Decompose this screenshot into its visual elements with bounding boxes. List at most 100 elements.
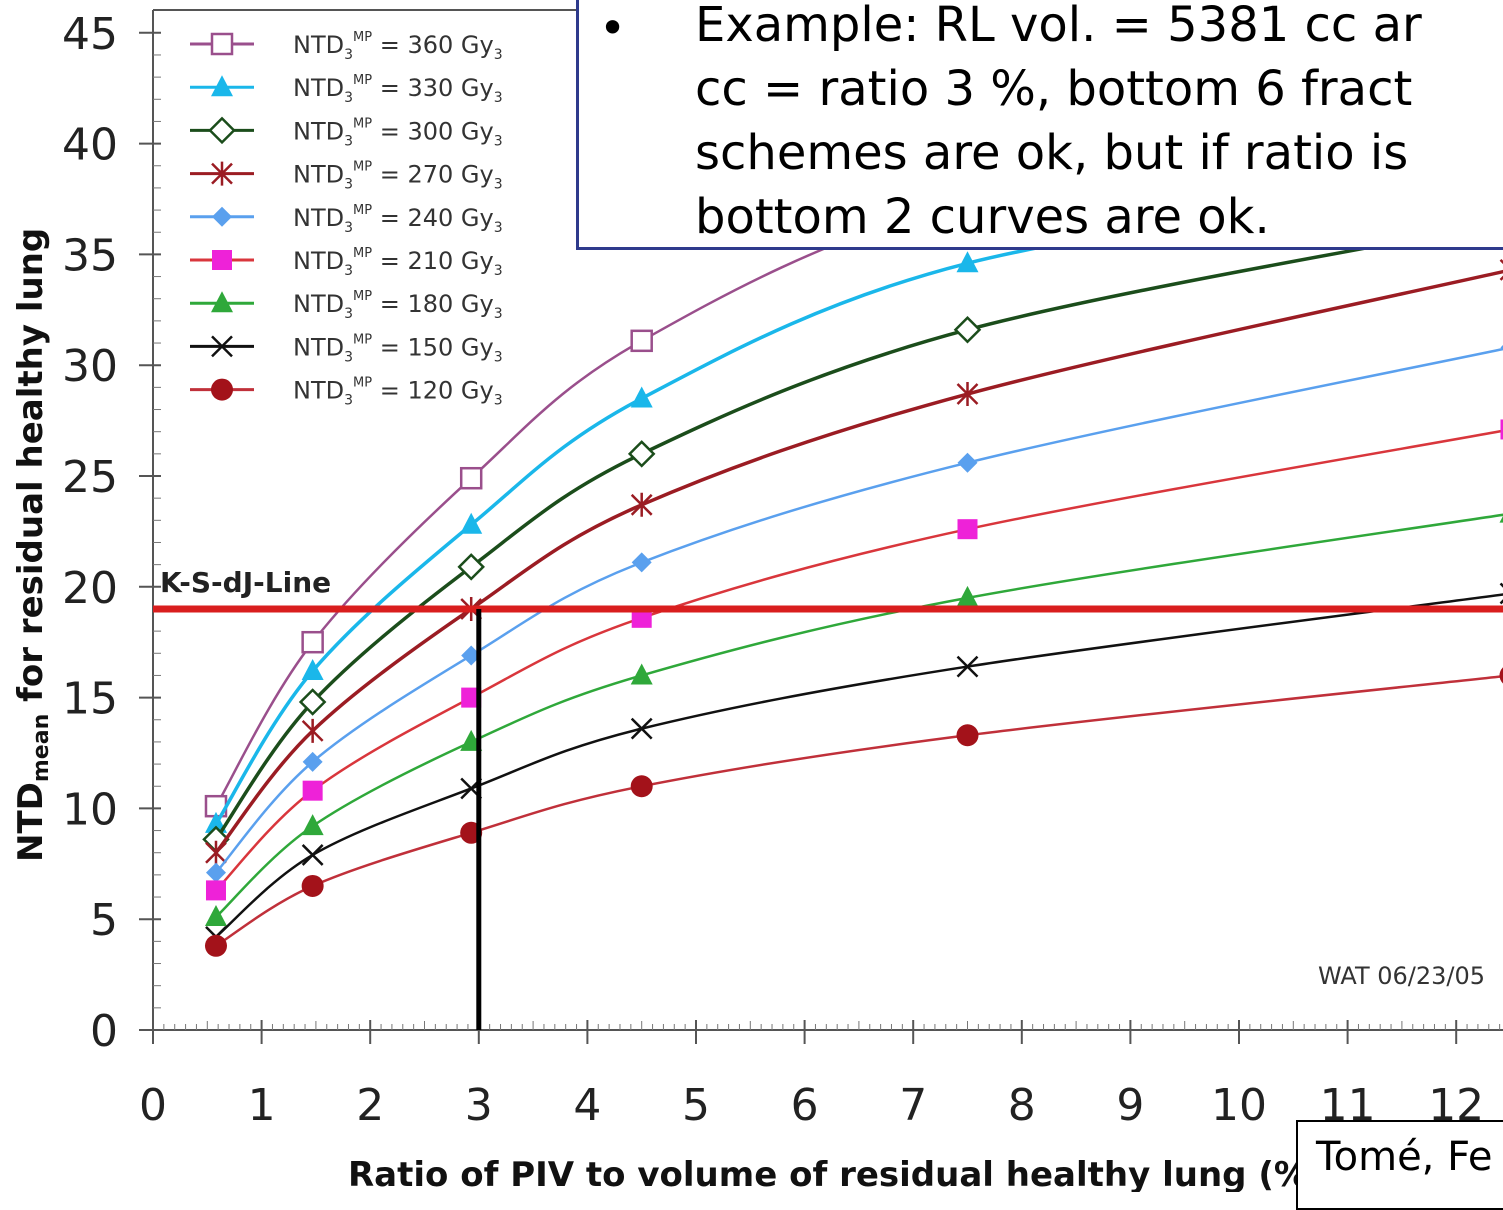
legend-main: NTD [293, 290, 344, 318]
y-tick-label: 35 [62, 230, 118, 281]
data-point [1500, 664, 1503, 686]
legend-sup: MP [353, 203, 372, 218]
legend-sub1: 3 [344, 306, 353, 322]
legend-sup: MP [353, 30, 372, 45]
legend-sub2: 3 [494, 47, 503, 63]
legend-label: NTD3MP = 360 Gy3 [293, 30, 503, 63]
legend-sup: MP [353, 332, 372, 347]
y-tick-label: 0 [90, 1006, 118, 1057]
note-box: • Example: RL vol. = 5381 cc ar cc = rat… [576, 0, 1503, 250]
data-point [461, 468, 481, 488]
legend-label: NTD3MP = 270 Gy3 [293, 160, 503, 193]
legend-sub1: 3 [344, 177, 353, 193]
legend-sup: MP [353, 246, 372, 261]
data-point [958, 519, 978, 539]
legend-value: = 150 Gy [372, 333, 494, 361]
y-tick-label: 40 [62, 120, 118, 171]
legend-main: NTD [293, 333, 344, 361]
data-point [956, 318, 980, 342]
legend-label: NTD3MP = 150 Gy3 [293, 332, 503, 365]
y-tick-label: 30 [62, 341, 118, 392]
data-point [631, 775, 653, 797]
legend-main: NTD [293, 204, 344, 232]
legend-main: NTD [293, 161, 344, 189]
data-point [460, 513, 482, 534]
data-point [205, 935, 227, 957]
series-line [216, 593, 1503, 936]
legend-value: = 180 Gy [372, 290, 494, 318]
legend-main: NTD [293, 31, 344, 59]
legend-label: NTD3MP = 120 Gy3 [293, 376, 503, 409]
watermark: WAT 06/23/05 [1318, 962, 1485, 990]
legend-item: NTD3MP = 150 Gy3 [190, 332, 503, 365]
legend-item: NTD3MP = 240 Gy3 [190, 203, 503, 236]
legend-item: NTD3MP = 180 Gy3 [190, 289, 503, 322]
series-line [216, 429, 1503, 890]
note-bullet: • [599, 1, 626, 55]
data-point [302, 875, 324, 897]
data-point [303, 781, 323, 801]
x-tick-label: 4 [573, 1080, 601, 1131]
x-tick-label: 1 [248, 1080, 276, 1131]
x-tick-label: 10 [1211, 1080, 1267, 1131]
legend-sub1: 3 [344, 90, 353, 106]
legend-sup: MP [353, 289, 372, 304]
data-point [632, 552, 652, 572]
y-tick-label: 10 [62, 784, 118, 835]
data-point [958, 382, 978, 406]
x-tick-label: 5 [682, 1080, 710, 1131]
legend-sub2: 3 [494, 133, 503, 149]
citation-text: Tomé, Fe [1316, 1134, 1493, 1180]
legend-sub1: 3 [344, 263, 353, 279]
legend-sub1: 3 [344, 393, 353, 409]
x-tick-label: 6 [791, 1080, 819, 1131]
data-point [303, 632, 323, 652]
note-text: Example: RL vol. = 5381 cc ar cc = ratio… [695, 0, 1503, 249]
y-axis-title-rest: for residual healthy lung [11, 228, 51, 714]
legend-label: NTD3MP = 330 Gy3 [293, 73, 503, 106]
y-tick-label: 20 [62, 563, 118, 614]
legend-value: = 270 Gy [372, 161, 494, 189]
data-point [632, 331, 652, 351]
citation-box: Tomé, Fe [1296, 1120, 1503, 1210]
legend-label: NTD3MP = 240 Gy3 [293, 203, 503, 236]
data-point [958, 453, 978, 473]
legend-sub2: 3 [494, 393, 503, 409]
legend-sup: MP [353, 160, 372, 175]
y-axis-title: NTDmean for residual healthy lung [11, 228, 54, 862]
y-tick-label: 5 [90, 895, 118, 946]
x-tick-label: 2 [356, 1080, 384, 1131]
legend-value: = 120 Gy [372, 377, 494, 405]
data-point [632, 719, 652, 739]
x-axis-title: Ratio of PIV to volume of residual healt… [348, 1155, 1323, 1192]
x-tick-label: 3 [465, 1080, 493, 1131]
data-point [303, 845, 323, 865]
legend-sup: MP [353, 376, 372, 391]
legend-marker [211, 379, 233, 401]
legend-sup: MP [353, 116, 372, 131]
data-point [1500, 502, 1503, 523]
legend-main: NTD [293, 377, 344, 405]
legend-marker [210, 118, 234, 142]
y-tick-label: 15 [62, 674, 118, 725]
legend-marker [212, 34, 232, 54]
y-tick-label: 25 [62, 452, 118, 503]
legend-label: NTD3MP = 180 Gy3 [293, 289, 503, 322]
legend-sub1: 3 [344, 349, 353, 365]
legend-sub1: 3 [344, 220, 353, 236]
x-tick-label: 9 [1116, 1080, 1144, 1131]
legend-marker [212, 250, 232, 270]
y-axis-title-main: NTD [11, 782, 51, 862]
x-tick-label: 0 [139, 1080, 167, 1131]
legend-item: NTD3MP = 120 Gy3 [190, 376, 503, 409]
reference-layer: K-S-dJ-Line [153, 566, 1503, 1030]
legend-sub2: 3 [494, 349, 503, 365]
x-tick-label: 7 [899, 1080, 927, 1131]
data-point [206, 841, 226, 865]
legend-value: = 300 Gy [372, 117, 494, 145]
legend-sub1: 3 [344, 133, 353, 149]
series-7 [206, 583, 1503, 946]
legend-value: = 210 Gy [372, 247, 494, 275]
legend-value: = 360 Gy [372, 31, 494, 59]
legend-item: NTD3MP = 330 Gy3 [190, 73, 503, 106]
